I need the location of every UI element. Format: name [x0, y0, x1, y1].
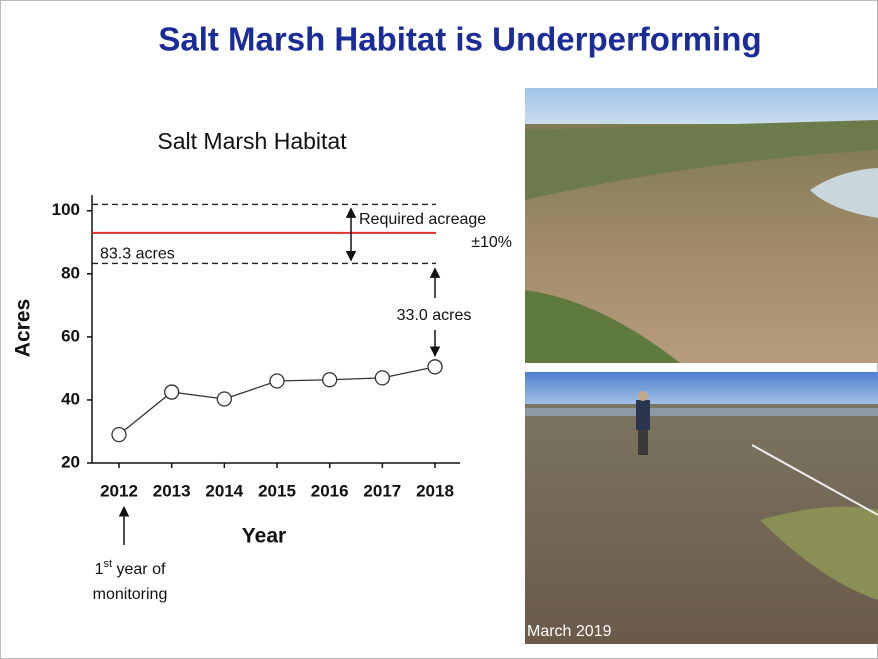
data-point [216, 391, 232, 407]
x-axis-label: Year [242, 525, 286, 548]
y-axis-label: Acres [12, 299, 35, 357]
data-point [374, 370, 391, 386]
y-tick-label: 100 [52, 200, 80, 219]
data-point [322, 372, 338, 388]
data-point [427, 359, 443, 375]
annotation: 33.0 acres [397, 307, 472, 324]
data-point [111, 426, 127, 443]
y-tick-label: 20 [61, 452, 80, 471]
x-tick-label: 2015 [258, 481, 296, 500]
data-point [164, 384, 180, 400]
data-point [269, 373, 285, 389]
annotation: 1st year of [95, 558, 166, 578]
x-tick-label: 2013 [153, 481, 191, 500]
slide-title: Salt Marsh Habitat is Underperforming [158, 21, 761, 58]
annotation: Required acreage [359, 211, 486, 228]
chart-title: Salt Marsh Habitat [157, 128, 347, 154]
x-tick-label: 2014 [205, 481, 243, 500]
chart: Salt Marsh Habitat Acres Year [12, 128, 348, 547]
x-tick-label: 2016 [311, 481, 349, 500]
y-tick-label: 40 [61, 389, 80, 408]
annotation-part: 1 [95, 561, 104, 578]
photo-bottom [525, 372, 878, 644]
y-tick-label: 80 [61, 263, 80, 282]
x-tick-label: 2012 [100, 481, 138, 500]
annotation: 83.3 acres [100, 246, 175, 263]
photo-top [525, 88, 878, 363]
photo-caption: March 2019 [527, 623, 612, 640]
annotation: ±10% [471, 234, 512, 251]
annotation-part: st [103, 558, 112, 570]
y-tick-label: 60 [61, 326, 80, 345]
x-tick-label: 2017 [363, 481, 401, 500]
annotation-part: year of [112, 561, 166, 578]
annotation: monitoring [93, 586, 168, 603]
x-tick-label: 2018 [416, 481, 454, 500]
